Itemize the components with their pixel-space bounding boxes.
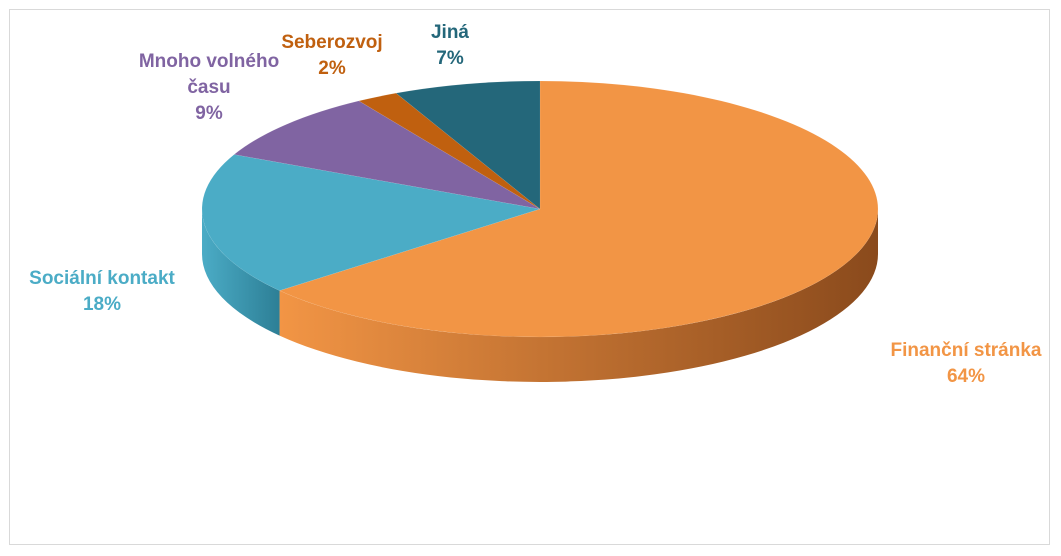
pie-slice-financni-stranka	[278, 80, 879, 338]
data-label-socialni-kontakt: Sociální kontakt 18%	[29, 268, 175, 315]
pie-slice-socialni-kontakt	[201, 154, 541, 291]
pie-side-financni-stranka	[279, 209, 878, 382]
pie-side-socialni-kontakt	[202, 209, 280, 336]
data-label-mnoho-volneho-casu: Mnoho volného času 9%	[139, 51, 279, 124]
data-label-financni-stranka: Finanční stránka 64%	[891, 340, 1042, 387]
pie-slice-mnoho-volneho-casu	[233, 100, 541, 210]
pie-slice-jina	[395, 80, 541, 210]
pie-slice-seberozvoj	[358, 92, 541, 210]
data-label-seberozvoj: Seberozvoj 2%	[281, 32, 382, 79]
data-label-jina: Jiná 7%	[431, 22, 469, 69]
